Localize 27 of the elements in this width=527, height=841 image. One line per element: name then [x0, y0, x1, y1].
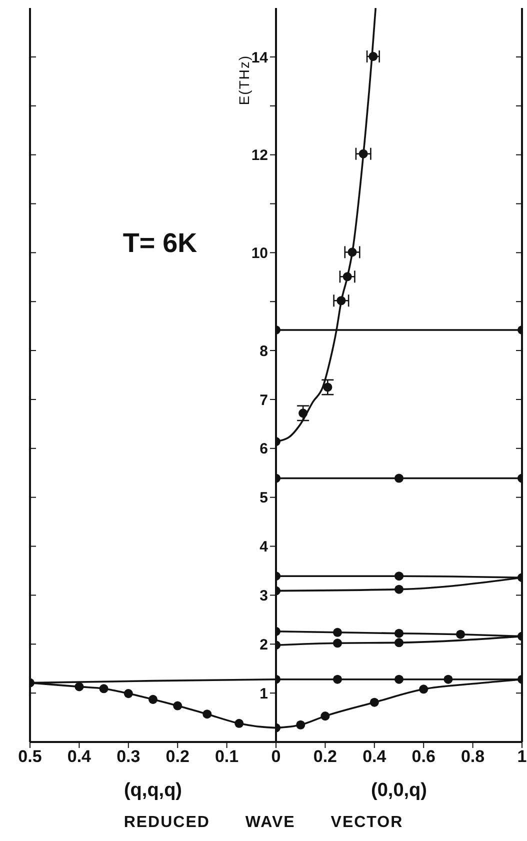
x-tick-label: 0.6	[412, 747, 436, 766]
y-tick-label: 8	[260, 342, 268, 360]
x-tick-label: 0.5	[18, 747, 42, 766]
y-tick-label: 3	[260, 588, 268, 605]
x-tick-label: 0.2	[166, 747, 190, 766]
x-tick-label: 0.3	[116, 747, 140, 766]
x-axis-title: (q,q,q)	[124, 780, 182, 801]
annotation: T= 6K	[122, 228, 198, 259]
y-tick-label: 5	[260, 490, 268, 507]
x-tick-label: 0.4	[67, 747, 92, 766]
x-tick-label: 0.8	[460, 747, 485, 766]
y-axis-title: E(THz)	[236, 54, 252, 108]
y-tick-label: 10	[251, 244, 268, 262]
x-tick-label: 1	[517, 747, 527, 766]
y-tick-label: 1	[260, 685, 268, 702]
y-tick-label: 6	[260, 440, 268, 458]
x-tick-label: 0.4	[362, 747, 387, 766]
y-tick-label: 12	[251, 147, 268, 164]
x-tick-label: 0.1	[214, 747, 239, 766]
y-tick-label: 4	[260, 538, 269, 556]
y-tick-label: 2	[260, 636, 268, 654]
y-tick-label: 7	[260, 392, 268, 409]
x-tick-label: 0	[271, 747, 281, 766]
x-axis-title: (0,0,q)	[371, 780, 427, 801]
y-tick-label: 14	[251, 49, 269, 66]
text: REDUCED WAVE VECTOR	[122, 814, 404, 832]
x-tick-label: 0.2	[313, 747, 338, 766]
